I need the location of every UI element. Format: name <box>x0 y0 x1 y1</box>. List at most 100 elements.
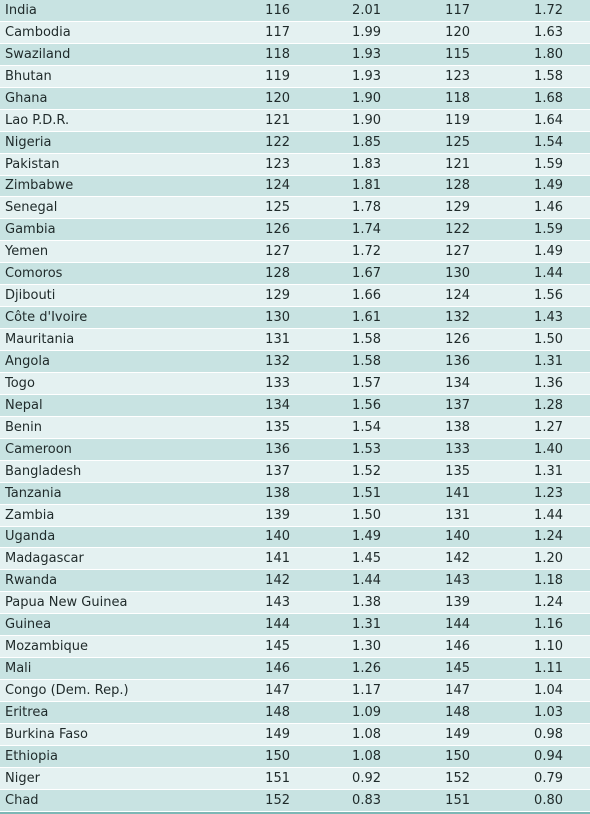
rank-2-cell: 132 <box>445 310 470 326</box>
rank-2-cell: 124 <box>445 288 470 304</box>
rank-2-cell: 145 <box>445 661 470 677</box>
value-1-cell: 1.31 <box>352 617 381 633</box>
value-1-cell: 1.58 <box>352 353 381 369</box>
rank-1-cell: 120 <box>265 90 290 106</box>
rank-2-cell: 123 <box>445 68 470 84</box>
rank-2-cell: 141 <box>445 485 470 501</box>
value-1-cell: 1.38 <box>352 595 381 611</box>
rank-2-cell: 151 <box>445 792 470 808</box>
table-row: Congo (Dem. Rep.) 147 1.17 147 1.04 <box>0 680 590 702</box>
table-row: Cambodia 117 1.99 120 1.63 <box>0 21 590 44</box>
country-cell: Cameroon <box>5 441 72 457</box>
value-1-cell: 1.99 <box>352 24 381 40</box>
country-cell: Eritrea <box>5 704 49 720</box>
country-cell: Ethiopia <box>5 748 58 764</box>
value-2-cell: 0.94 <box>534 748 563 764</box>
rank-1-cell: 133 <box>265 375 290 391</box>
value-2-cell: 1.27 <box>534 419 563 435</box>
rank-2-cell: 139 <box>445 595 470 611</box>
country-cell: Bhutan <box>5 68 52 84</box>
rank-1-cell: 150 <box>265 748 290 764</box>
table-row: India 116 2.01 117 1.72 <box>0 0 590 22</box>
value-1-cell: 1.49 <box>352 529 381 545</box>
rank-1-cell: 122 <box>265 134 290 150</box>
table-row: Angola 132 1.58 136 1.31 <box>0 351 590 373</box>
rank-2-cell: 148 <box>445 704 470 720</box>
country-cell: Bangladesh <box>5 463 82 479</box>
rank-2-cell: 149 <box>445 726 470 742</box>
table-row: Benin 135 1.54 138 1.27 <box>0 416 590 439</box>
value-1-cell: 1.85 <box>352 134 381 150</box>
value-2-cell: 1.56 <box>534 288 563 304</box>
table-row: Chad 152 0.83 151 0.80 <box>0 789 590 812</box>
rank-1-cell: 135 <box>265 419 290 435</box>
country-cell: Mali <box>5 661 32 677</box>
value-2-cell: 1.40 <box>534 441 563 457</box>
table-row: Eritrea 148 1.09 148 1.03 <box>0 702 590 724</box>
rank-2-cell: 120 <box>445 24 470 40</box>
table-row: Bangladesh 137 1.52 135 1.31 <box>0 460 590 483</box>
rank-1-cell: 142 <box>265 573 290 589</box>
table-row: Uganda 140 1.49 140 1.24 <box>0 526 590 549</box>
country-cell: Congo (Dem. Rep.) <box>5 683 129 699</box>
table-row: Mali 146 1.26 145 1.11 <box>0 658 590 681</box>
value-1-cell: 1.66 <box>352 288 381 304</box>
rank-1-cell: 123 <box>265 156 290 172</box>
value-1-cell: 2.01 <box>352 2 381 18</box>
value-1-cell: 1.83 <box>352 156 381 172</box>
value-1-cell: 1.30 <box>352 639 381 655</box>
country-cell: Senegal <box>5 200 58 216</box>
table-row: Zimbabwe 124 1.81 128 1.49 <box>0 175 590 198</box>
rank-1-cell: 131 <box>265 332 290 348</box>
table-row: Rwanda 142 1.44 143 1.18 <box>0 570 590 593</box>
value-1-cell: 1.72 <box>352 244 381 260</box>
value-2-cell: 1.80 <box>534 46 563 62</box>
country-cell: Angola <box>5 353 50 369</box>
rank-2-cell: 119 <box>445 112 470 128</box>
country-cell: Zimbabwe <box>5 178 74 194</box>
table-row: Niger 151 0.92 152 0.79 <box>0 767 590 790</box>
country-cell: Tanzania <box>5 485 62 501</box>
table-row: Guinea 144 1.31 144 1.16 <box>0 614 590 637</box>
table-row: Zambia 139 1.50 131 1.44 <box>0 504 590 527</box>
value-1-cell: 0.92 <box>352 770 381 786</box>
table-row: Mauritania 131 1.58 126 1.50 <box>0 329 590 351</box>
table-row: Comoros 128 1.67 130 1.44 <box>0 263 590 286</box>
table-row: Nigeria 122 1.85 125 1.54 <box>0 131 590 154</box>
table-row: Yemen 127 1.72 127 1.49 <box>0 241 590 264</box>
rank-1-cell: 151 <box>265 770 290 786</box>
country-cell: Mozambique <box>5 639 88 655</box>
rank-1-cell: 129 <box>265 288 290 304</box>
table-row: Cameroon 136 1.53 133 1.40 <box>0 438 590 461</box>
value-1-cell: 0.83 <box>352 792 381 808</box>
rank-2-cell: 129 <box>445 200 470 216</box>
value-2-cell: 1.04 <box>534 683 563 699</box>
country-cell: Niger <box>5 770 40 786</box>
country-cell: Nepal <box>5 397 43 413</box>
value-2-cell: 1.46 <box>534 200 563 216</box>
table-row: Tanzania 138 1.51 141 1.23 <box>0 482 590 505</box>
value-1-cell: 1.58 <box>352 332 381 348</box>
country-cell: India <box>5 2 37 18</box>
value-2-cell: 1.03 <box>534 704 563 720</box>
value-1-cell: 1.52 <box>352 463 381 479</box>
table-row: Ethiopia 150 1.08 150 0.94 <box>0 745 590 768</box>
value-2-cell: 1.50 <box>534 332 563 348</box>
value-2-cell: 1.31 <box>534 463 563 479</box>
value-1-cell: 1.67 <box>352 266 381 282</box>
rank-2-cell: 126 <box>445 332 470 348</box>
rank-2-cell: 125 <box>445 134 470 150</box>
rank-2-cell: 138 <box>445 419 470 435</box>
table-row: Swaziland 118 1.93 115 1.80 <box>0 43 590 66</box>
value-2-cell: 1.18 <box>534 573 563 589</box>
rank-2-cell: 135 <box>445 463 470 479</box>
value-2-cell: 0.98 <box>534 726 563 742</box>
table-row: Mozambique 145 1.30 146 1.10 <box>0 636 590 659</box>
value-2-cell: 1.43 <box>534 310 563 326</box>
rank-1-cell: 128 <box>265 266 290 282</box>
rank-1-cell: 119 <box>265 68 290 84</box>
country-cell: Rwanda <box>5 573 58 589</box>
value-1-cell: 1.81 <box>352 178 381 194</box>
rank-1-cell: 146 <box>265 661 290 677</box>
rank-2-cell: 122 <box>445 222 470 238</box>
